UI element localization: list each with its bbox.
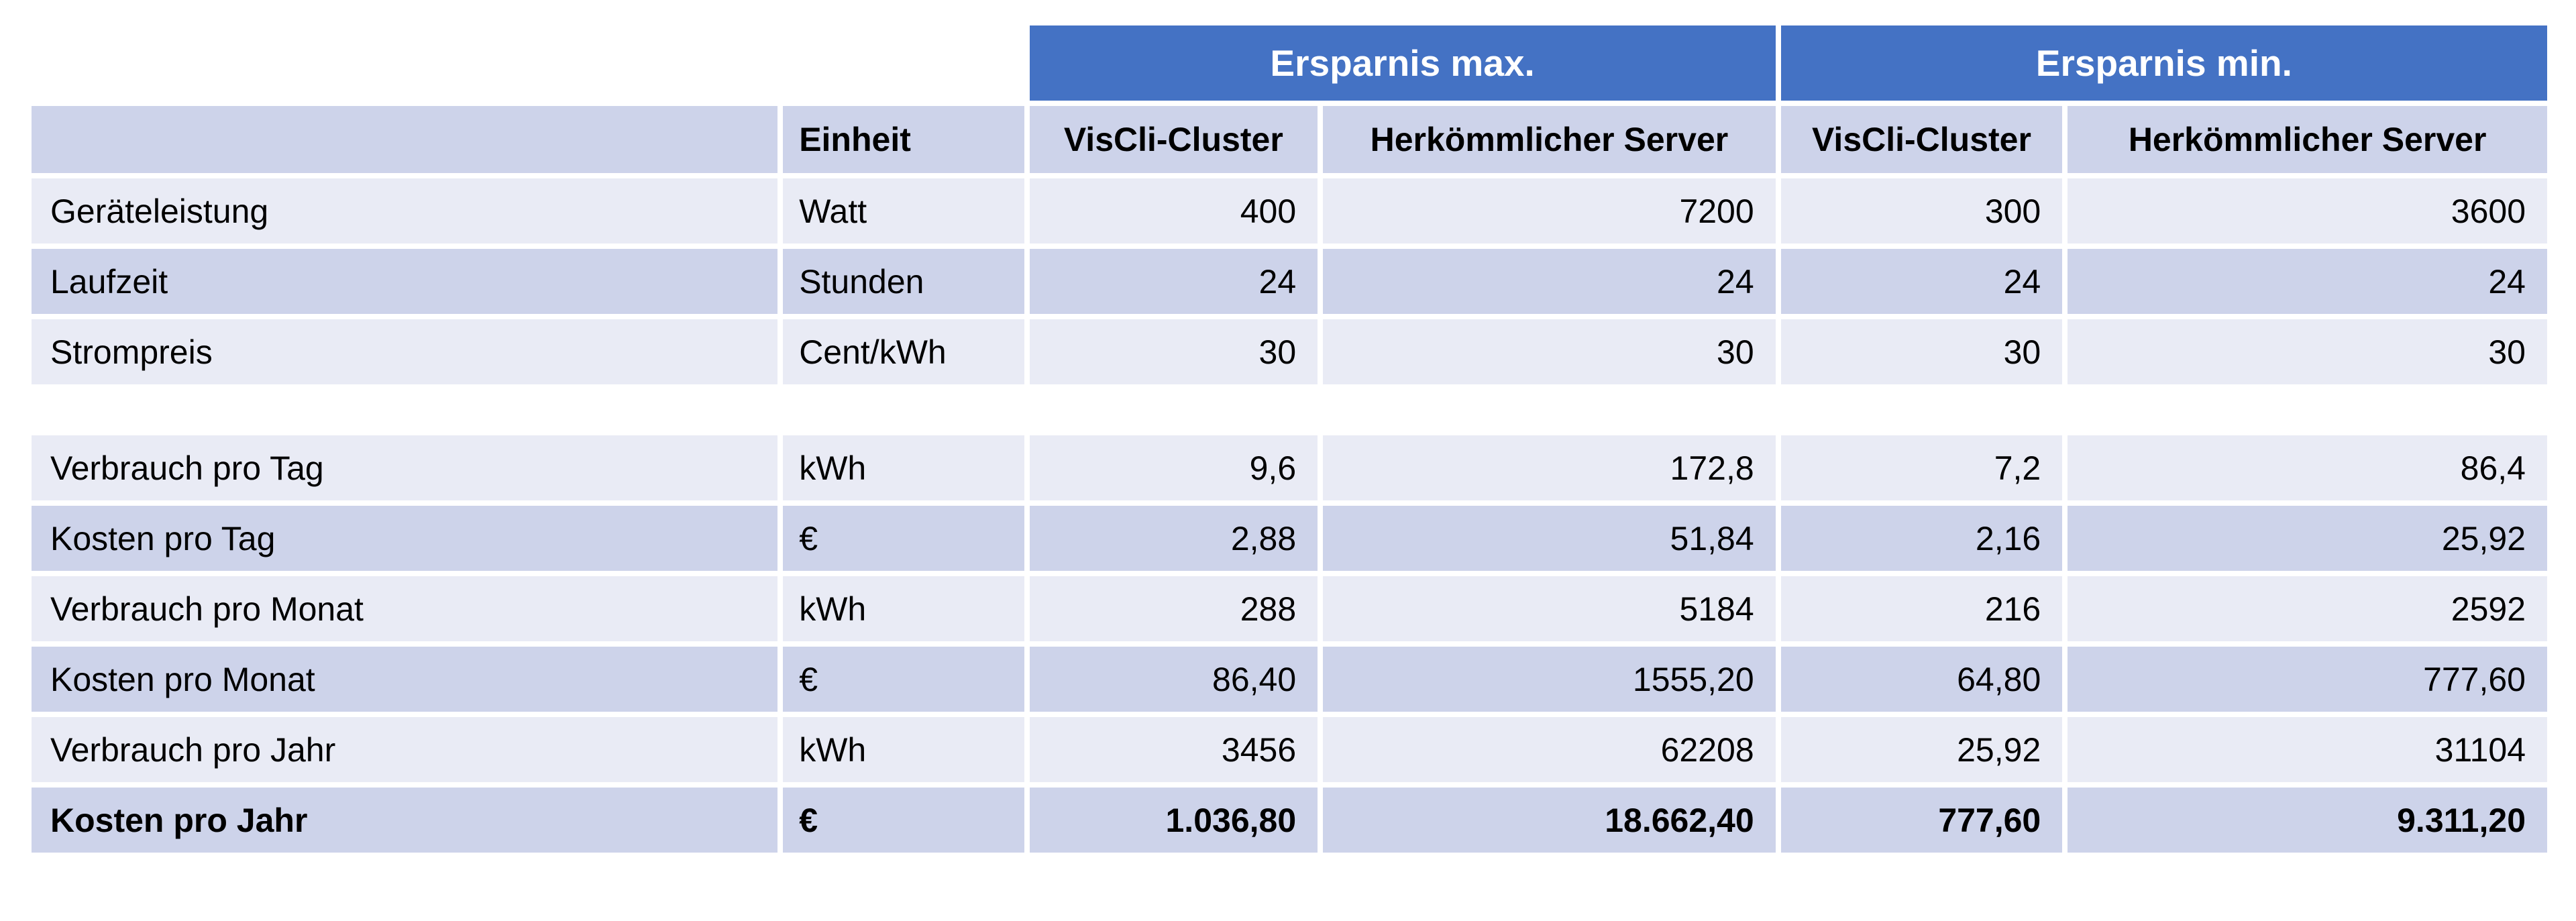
column-header-herkoemmlicher-server-min: Herkömmlicher Server xyxy=(2068,106,2547,173)
value-cell: 300 xyxy=(1780,178,2063,243)
row-label-cell: Kosten pro Monat xyxy=(32,647,778,712)
value-cell: 86,4 xyxy=(2068,435,2547,500)
column-header-viscli-cluster-max: VisCli-Cluster xyxy=(1029,106,1318,173)
table-row: Kosten pro Monat €86,40 1555,20 64,80 777,60 xyxy=(32,647,2547,712)
value-cell: 18.662,40 xyxy=(1323,788,1776,853)
value-cell: 86,40 xyxy=(1029,647,1318,712)
column-header-labels xyxy=(32,106,778,173)
column-header-viscli-cluster-min: VisCli-Cluster xyxy=(1780,106,2063,173)
column-header-herkoemmlicher-server-max: Herkömmlicher Server xyxy=(1323,106,1776,173)
value-cell: 3456 xyxy=(1029,717,1318,782)
unit-cell: € xyxy=(783,788,1024,853)
value-cell: 777,60 xyxy=(2068,647,2547,712)
row-label-cell: Laufzeit xyxy=(32,249,778,314)
value-cell: 62208 xyxy=(1323,717,1776,782)
value-cell: 30 xyxy=(1323,319,1776,384)
row-label-cell: Geräteleistung xyxy=(32,178,778,243)
value-cell: 25,92 xyxy=(1780,717,2063,782)
value-cell: 216 xyxy=(1780,576,2063,641)
value-cell: 30 xyxy=(1029,319,1318,384)
value-cell: 9.311,20 xyxy=(2068,788,2547,853)
group-header-ersparnis-min: Ersparnis min. xyxy=(1780,25,2547,101)
table-row: Kosten pro Jahr €1.036,80 18.662,40 777,60 9… xyxy=(32,788,2547,853)
unit-cell: Stunden xyxy=(783,249,1024,314)
value-cell: 2,16 xyxy=(1780,506,2063,571)
value-cell: 24 xyxy=(2068,249,2547,314)
value-cell: 24 xyxy=(1029,249,1318,314)
value-cell: 30 xyxy=(2068,319,2547,384)
value-cell: 400 xyxy=(1029,178,1318,243)
spacer-cell xyxy=(32,390,2547,430)
unit-cell: kWh xyxy=(783,717,1024,782)
table-body: Geräteleistung Watt 400 7200 300 3600 Laufzeit… xyxy=(32,178,2547,853)
group-header-row: Ersparnis max. Ersparnis min. xyxy=(32,25,2547,101)
value-cell: 9,6 xyxy=(1029,435,1318,500)
row-label-cell: Strompreis xyxy=(32,319,778,384)
row-label-cell: Kosten pro Tag xyxy=(32,506,778,571)
value-cell: 288 xyxy=(1029,576,1318,641)
table-row: Verbrauch pro Jahr kWh 3456 62208 25,92 31104 xyxy=(32,717,2547,782)
value-cell: 24 xyxy=(1323,249,1776,314)
value-cell: 2,88 xyxy=(1029,506,1318,571)
unit-cell: kWh xyxy=(783,435,1024,500)
value-cell: 64,80 xyxy=(1780,647,2063,712)
spacer-row xyxy=(32,390,2547,430)
value-cell: 3600 xyxy=(2068,178,2547,243)
column-header-row: Einheit VisCli-Cluster Herkömmlicher Ser… xyxy=(32,106,2547,173)
value-cell: 2592 xyxy=(2068,576,2547,641)
value-cell: 5184 xyxy=(1323,576,1776,641)
row-label-cell: Verbrauch pro Monat xyxy=(32,576,778,641)
table-row: Laufzeit Stunden 24 24 24 24 xyxy=(32,249,2547,314)
table-row: Strompreis Cent/kWh 30 30 30 30 xyxy=(32,319,2547,384)
value-cell: 1555,20 xyxy=(1323,647,1776,712)
table-row: Verbrauch pro Tag kWh 9,6 172,8 7,2 86,4 xyxy=(32,435,2547,500)
value-cell: 7,2 xyxy=(1780,435,2063,500)
value-cell: 172,8 xyxy=(1323,435,1776,500)
value-cell: 777,60 xyxy=(1780,788,2063,853)
column-header-einheit: Einheit xyxy=(783,106,1024,173)
value-cell: 51,84 xyxy=(1323,506,1776,571)
row-label-cell: Verbrauch pro Tag xyxy=(32,435,778,500)
unit-cell: kWh xyxy=(783,576,1024,641)
unit-cell: Watt xyxy=(783,178,1024,243)
table-row: Geräteleistung Watt 400 7200 300 3600 xyxy=(32,178,2547,243)
value-cell: 25,92 xyxy=(2068,506,2547,571)
unit-cell: Cent/kWh xyxy=(783,319,1024,384)
value-cell: 24 xyxy=(1780,249,2063,314)
value-cell: 31104 xyxy=(2068,717,2547,782)
value-cell: 7200 xyxy=(1323,178,1776,243)
unit-cell: € xyxy=(783,647,1024,712)
group-header-spacer xyxy=(32,25,1024,101)
value-cell: 30 xyxy=(1780,319,2063,384)
cost-comparison-table: Ersparnis max. Ersparnis min. Einheit Vi… xyxy=(26,20,2553,858)
table-row: Kosten pro Tag €2,88 51,84 2,16 25,92 xyxy=(32,506,2547,571)
group-header-ersparnis-max: Ersparnis max. xyxy=(1029,25,1776,101)
value-cell: 1.036,80 xyxy=(1029,788,1318,853)
table-row: Verbrauch pro Monat kWh 288 5184 216 2592 xyxy=(32,576,2547,641)
unit-cell: € xyxy=(783,506,1024,571)
row-label-cell: Kosten pro Jahr xyxy=(32,788,778,853)
row-label-cell: Verbrauch pro Jahr xyxy=(32,717,778,782)
